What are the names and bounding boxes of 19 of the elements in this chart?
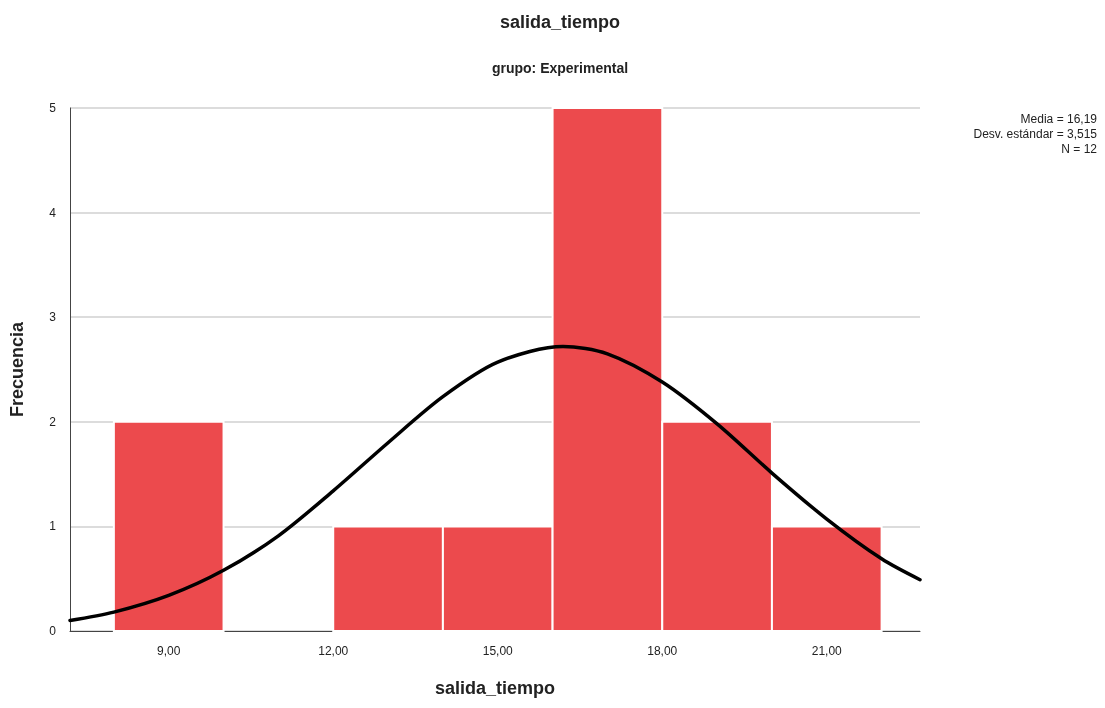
text: N = 12	[1061, 142, 1098, 156]
y-tick-label: 0	[49, 624, 57, 638]
y-tick-label: 4	[49, 205, 57, 220]
y-tick-label: 1	[49, 519, 57, 534]
y-tick-label: 2	[49, 414, 57, 429]
line-series	[68, 344, 922, 623]
y-tick-label: 5	[49, 101, 57, 115]
text: Media = 16,19	[1020, 112, 1098, 126]
y-axis-title: Frecuencia	[7, 320, 27, 418]
x-tick-label: 18,00	[647, 644, 678, 658]
x-axis-title: salida_tiempo	[434, 678, 556, 698]
x-tick-label: 15,00	[482, 644, 514, 658]
x-tick-label: 9,00	[157, 644, 181, 658]
chart-title: salida_tiempo	[499, 12, 621, 32]
chart-subtitle: grupo: Experimental	[491, 60, 629, 76]
x-tick-label: 21,00	[811, 644, 843, 658]
text: Desv. estándar = 3,515	[973, 127, 1098, 141]
x-tick-label: 12,00	[318, 644, 349, 658]
y-tick-label: 3	[49, 310, 57, 325]
